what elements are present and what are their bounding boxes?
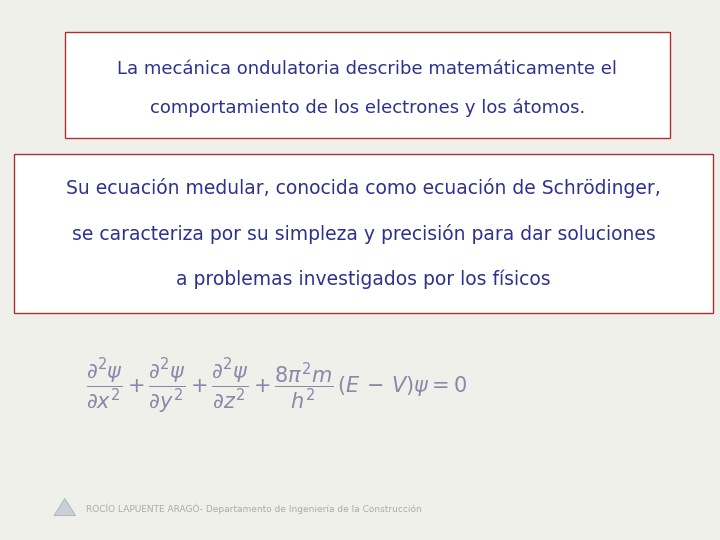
Text: comportamiento de los electrones y los átomos.: comportamiento de los electrones y los á… <box>150 99 585 118</box>
Text: La mecánica ondulatoria describe matemáticamente el: La mecánica ondulatoria describe matemát… <box>117 60 617 78</box>
Text: ROCÍO LAPUENTE ARAGÓ- Departamento de Ingeniería de la Construcción: ROCÍO LAPUENTE ARAGÓ- Departamento de In… <box>86 503 422 514</box>
Text: se caracteriza por su simpleza y precisión para dar soluciones: se caracteriza por su simpleza y precisi… <box>72 224 655 244</box>
Text: $\dfrac{\partial^2\psi}{\partial x^2} + \dfrac{\partial^2\psi}{\partial y^2} + \: $\dfrac{\partial^2\psi}{\partial x^2} + … <box>86 356 467 416</box>
Polygon shape <box>54 498 76 516</box>
FancyBboxPatch shape <box>65 32 670 138</box>
Text: a problemas investigados por los físicos: a problemas investigados por los físicos <box>176 269 551 289</box>
FancyBboxPatch shape <box>14 154 713 313</box>
Text: Su ecuación medular, conocida como ecuación de Schrödinger,: Su ecuación medular, conocida como ecuac… <box>66 178 661 198</box>
